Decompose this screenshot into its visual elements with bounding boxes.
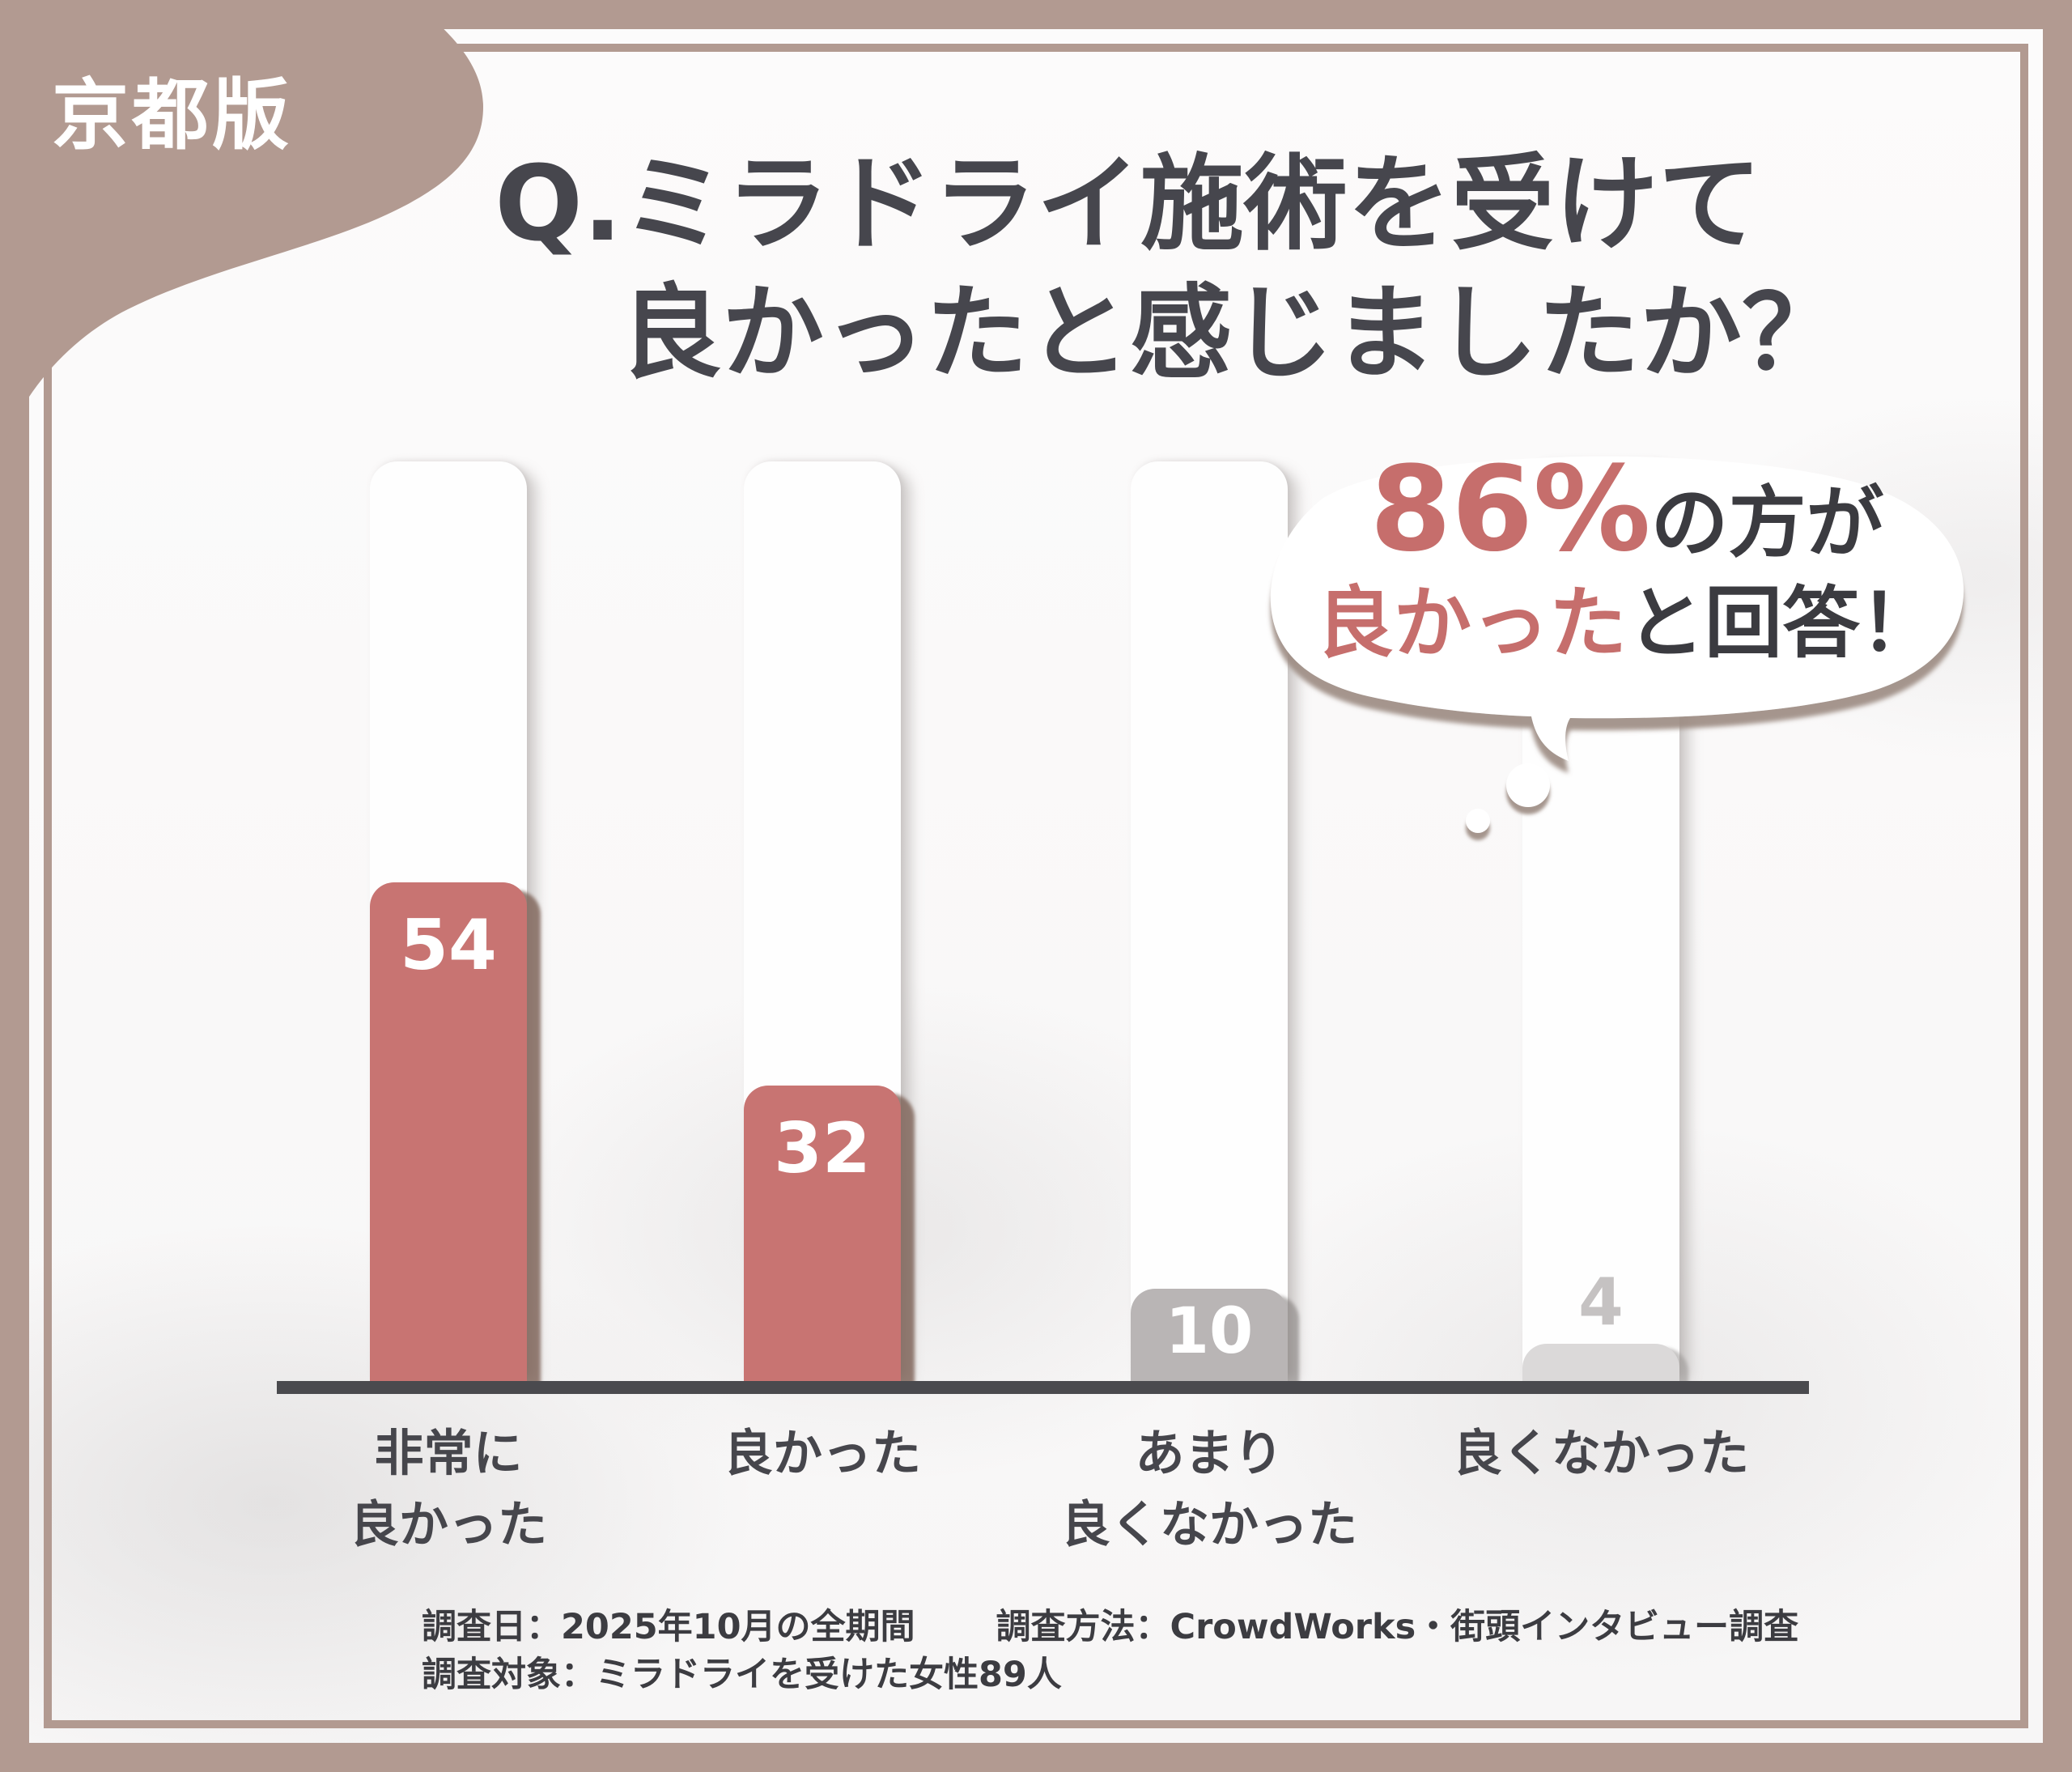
survey-target: 調査対象：ミラドライを受けた女性89人 bbox=[422, 1655, 1062, 1695]
board-background bbox=[29, 29, 2043, 1743]
bubble-text-line2: 良かったと回答！ bbox=[1271, 560, 1983, 673]
bar-value-label: 54 bbox=[400, 905, 497, 986]
bar-value-label: 32 bbox=[774, 1108, 871, 1189]
bar-very-good: 54 bbox=[370, 882, 527, 1381]
corner-blob bbox=[0, 0, 483, 455]
bubble-percentage: 86% bbox=[1369, 441, 1651, 578]
bubble-line2-rest: と回答！ bbox=[1627, 578, 1938, 669]
bubble-text-line1: 86%の方が bbox=[1271, 441, 1983, 578]
survey-info: 調査日：2025年10月の全期間 調査方法：CrowdWorks・街頭インタビュー… bbox=[422, 1604, 1798, 1699]
region-badge: 京都版 bbox=[52, 71, 293, 160]
page-title-line2: 良かったと感じましたか？ bbox=[620, 274, 1844, 393]
category-label-not-very-good: あまり 良くなかった bbox=[1060, 1425, 1357, 1553]
speech-bubble-body bbox=[1270, 456, 1964, 761]
bar-good: 32 bbox=[744, 1086, 901, 1381]
thought-dot-small bbox=[1466, 809, 1490, 833]
category-label-not-good: 良くなかった bbox=[1452, 1425, 1749, 1482]
thought-dot-large bbox=[1506, 763, 1550, 807]
x-axis-line bbox=[277, 1381, 1809, 1394]
bubble-good-word: 良かった bbox=[1316, 578, 1627, 669]
survey-info-row1: 調査日：2025年10月の全期間 調査方法：CrowdWorks・街頭インタビュー… bbox=[422, 1604, 1798, 1651]
bar-not-very-good: 10 bbox=[1131, 1289, 1288, 1381]
page-title-line1: Q.ミラドライ施術を受けて bbox=[495, 144, 1762, 265]
bar-track bbox=[1131, 461, 1288, 1381]
survey-info-row2: 調査対象：ミラドライを受けた女性89人 bbox=[422, 1651, 1798, 1699]
bubble-line1-rest: の方が bbox=[1650, 478, 1884, 568]
survey-date: 調査日：2025年10月の全期間 bbox=[422, 1607, 915, 1647]
bar-value-label-above: 4 bbox=[1578, 1264, 1624, 1340]
category-label-very-good: 非常に 良かった bbox=[349, 1425, 547, 1553]
category-label-good: 良かった bbox=[723, 1425, 921, 1482]
bar-value-label: 10 bbox=[1165, 1295, 1254, 1368]
speech-bubble bbox=[1270, 456, 1964, 833]
bar-not-good bbox=[1522, 1344, 1679, 1381]
survey-method: 調査方法：CrowdWorks・街頭インタビュー調査 bbox=[996, 1607, 1799, 1647]
